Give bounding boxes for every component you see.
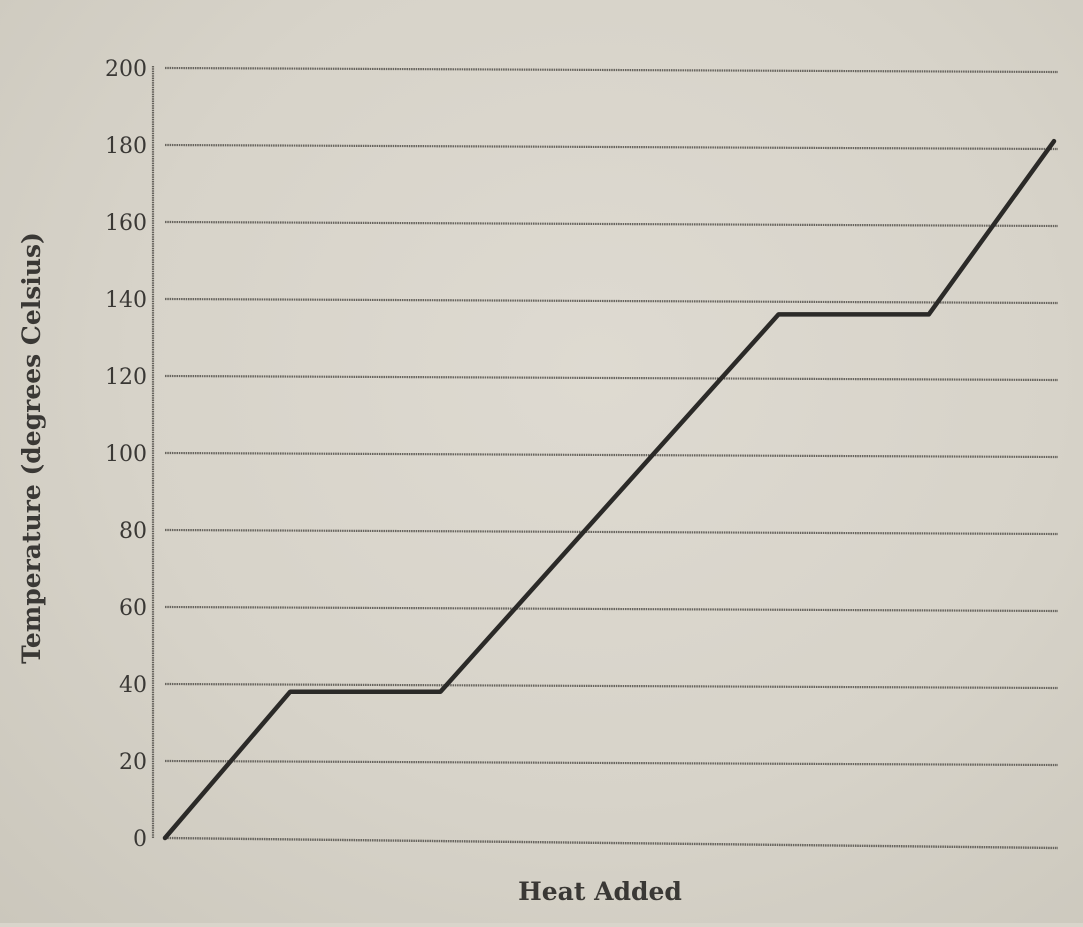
y-axis-title: Temperature (degrees Celsius) <box>17 232 46 664</box>
y-tick-label-9: 180 <box>105 134 147 159</box>
gridline-4 <box>165 530 1058 534</box>
gridline-3 <box>165 607 1058 611</box>
y-tick-label-2: 40 <box>119 673 147 698</box>
y-tick-label-10: 200 <box>105 57 147 82</box>
x-axis-title: Heat Added <box>518 877 682 906</box>
x-axis-line <box>165 838 1058 848</box>
series-layer <box>165 141 1054 838</box>
gridline-5 <box>165 453 1058 457</box>
gridline-6 <box>165 376 1058 380</box>
gridline-10 <box>165 68 1058 72</box>
gridline-1 <box>165 761 1058 765</box>
y-tick-label-5: 100 <box>105 442 147 467</box>
y-tick-label-6: 120 <box>105 365 147 390</box>
grid-layer <box>165 68 1058 765</box>
tick-layer: 0 20 40 60 80 100 120 140 160 180 200 <box>105 57 147 852</box>
gridline-8 <box>165 222 1058 226</box>
y-tick-label-8: 160 <box>105 211 147 236</box>
y-tick-label-4: 80 <box>119 519 147 544</box>
gridline-9 <box>165 145 1058 149</box>
y-tick-label-7: 140 <box>105 288 147 313</box>
y-tick-label-3: 60 <box>119 596 147 621</box>
series-line-0 <box>165 141 1054 838</box>
gridline-2 <box>165 684 1058 688</box>
gridline-7 <box>165 299 1058 303</box>
y-tick-label-0: 0 <box>133 827 147 852</box>
y-tick-label-1: 20 <box>119 750 147 775</box>
